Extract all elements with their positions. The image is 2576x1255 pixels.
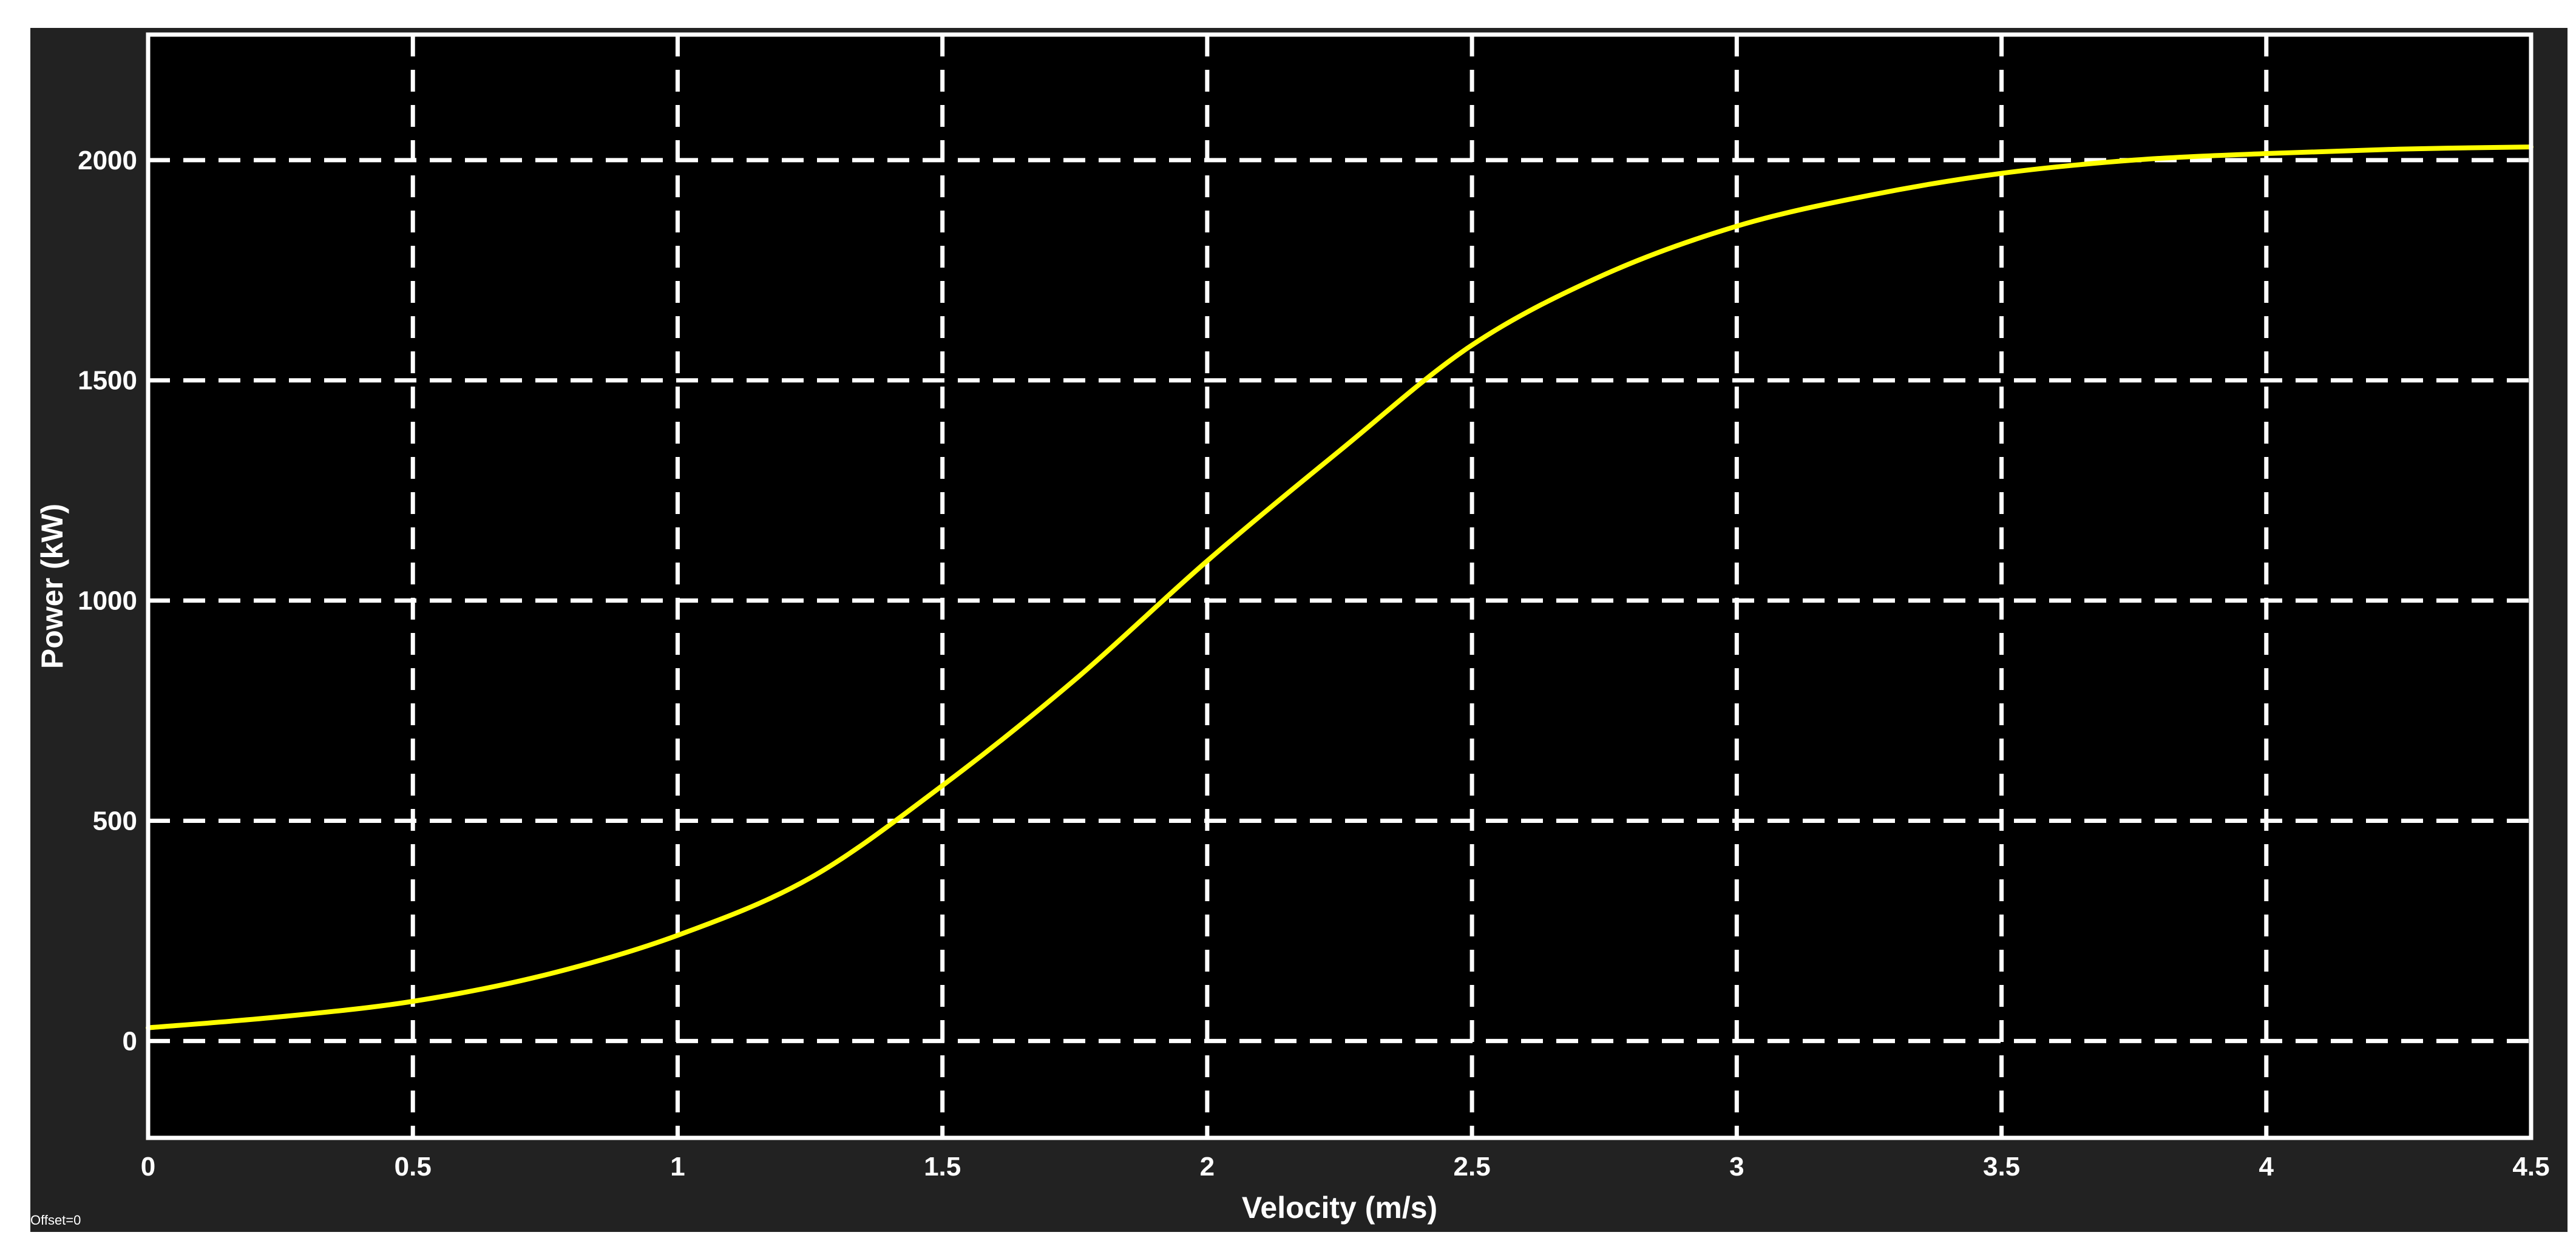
x-tick-label: 0 [141, 1152, 155, 1182]
grid-lines [148, 35, 2531, 1138]
x-tick-label: 4 [2259, 1152, 2274, 1182]
offset-label: Offset=0 [30, 1213, 81, 1228]
data-series [146, 144, 2534, 1030]
y-tick-label: 0 [123, 1026, 137, 1056]
y-tick-labels: 0 500 1000 1500 2000 [78, 146, 137, 1056]
y-axis-title: Power (kW) [35, 504, 69, 669]
plot-area [148, 35, 2531, 1138]
x-tick-label: 4.5 [2512, 1152, 2549, 1182]
y-tick-label: 1500 [78, 366, 137, 396]
plot-frame [146, 32, 2534, 1140]
x-tick-label: 1.5 [924, 1152, 961, 1182]
x-tick-label: 3.5 [1983, 1152, 2020, 1182]
x-tick-label: 3 [1729, 1152, 1744, 1182]
x-tick-labels: 0 0.5 1 1.5 2 2.5 3 3.5 4 4.5 [141, 1152, 2550, 1182]
y-tick-label: 2000 [78, 146, 137, 175]
series-line [146, 144, 2534, 1030]
x-axis-title: Velocity (m/s) [1242, 1191, 1437, 1225]
y-tick-label: 500 [93, 806, 137, 836]
x-tick-label: 2 [1200, 1152, 1215, 1182]
x-tick-label: 1 [670, 1152, 685, 1182]
y-tick-label: 1000 [78, 586, 137, 616]
x-tick-label: 2.5 [1454, 1152, 1491, 1182]
x-tick-label: 0.5 [395, 1152, 432, 1182]
